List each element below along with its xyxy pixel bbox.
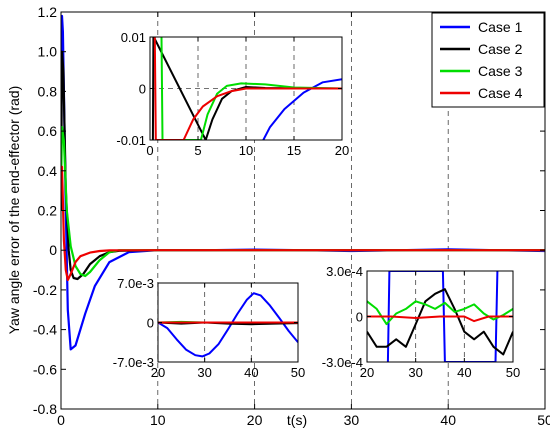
inset_top-y-tick-label: 0.01 [121, 30, 146, 45]
main-y-tick-label: -0.2 [33, 282, 57, 298]
inset_mid-x-tick-label: 20 [151, 365, 165, 380]
inset_top-x-tick-label: 15 [287, 143, 301, 158]
main-x-tick-label: 40 [440, 412, 456, 428]
inset_right-axes: 20 30 40 50 -3.0e-4 0 3.0e-4 [322, 264, 520, 380]
main-y-tick-label: 1.0 [38, 44, 58, 60]
inset_mid-y-tick-label: 0 [147, 316, 154, 331]
inset_right-series-group [367, 271, 513, 362]
inset_mid-series-line-2 [158, 321, 298, 326]
inset_mid-series-group [158, 292, 298, 358]
main-y-tick-label: -0.8 [33, 401, 57, 417]
legend-label-3: Case 3 [478, 63, 523, 79]
inset_top-series-group [151, 37, 342, 140]
inset_mid-y-tick-label: 7.0e-3 [117, 276, 154, 291]
legend-box [431, 12, 545, 108]
inset_right-x-tick-label: 30 [408, 365, 422, 380]
main-y-tick-label: 0.4 [38, 163, 58, 179]
inset_top-x-tick-label: 20 [335, 143, 349, 158]
main-x-tick-label: 50 [537, 412, 550, 428]
legend: Case 1 Case 2 Case 3 Case 4 [431, 12, 545, 108]
inset_right-x-tick-label: 50 [506, 365, 520, 380]
main-series-line-4 [61, 165, 545, 282]
main-y-tick-label: 0.8 [38, 83, 58, 99]
main-y-tick-label: 1.2 [38, 4, 58, 20]
main-y-tick-label: 0.2 [38, 203, 58, 219]
main-y-tick-label: -0.4 [33, 322, 57, 338]
inset_top-y-tick-label: 0 [139, 82, 146, 97]
main-y-tick-label: 0.6 [38, 123, 58, 139]
main-x-tick-label: 30 [344, 412, 360, 428]
legend-label-2: Case 2 [478, 41, 523, 57]
inset_mid-x-tick-label: 50 [291, 365, 305, 380]
inset_mid-axes: 20 30 40 50 -7.0e-3 0 7.0e-3 [113, 276, 305, 380]
main-x-tick-label: 20 [247, 412, 263, 428]
inset_top-series-line-3 [160, 37, 342, 140]
inset_top-x-tick-label: 5 [194, 143, 201, 158]
inset_top-series-line-1 [262, 78, 342, 140]
inset_right-series-line-4 [367, 315, 513, 323]
x-axis-label: t(s) [287, 412, 307, 428]
main-x-tick-label: 0 [57, 412, 65, 428]
inset_right-y-tick-label: 3.0e-4 [326, 264, 363, 279]
main-y-tick-label: 0 [49, 242, 57, 258]
legend-label-4: Case 4 [478, 85, 523, 101]
inset_mid-series-line-1 [158, 292, 298, 358]
inset_right-x-tick-label: 20 [360, 365, 374, 380]
inset_top-x-tick-label: 10 [239, 143, 253, 158]
legend-label-1: Case 1 [478, 19, 523, 35]
inset_right-x-tick-label: 40 [457, 365, 471, 380]
main-x-tick-label: 10 [150, 412, 166, 428]
main-y-tick-label: -0.6 [33, 361, 57, 377]
y-axis-label: Yaw angle error of the end-effector (rad… [6, 86, 22, 335]
inset_mid-y-tick-label: -7.0e-3 [113, 355, 154, 370]
inset_right-y-tick-label: -3.0e-4 [322, 355, 363, 370]
inset_top-series-line-4 [153, 37, 342, 140]
inset_mid-x-tick-label: 30 [197, 365, 211, 380]
inset_top-x-tick-label: 0 [146, 143, 153, 158]
inset_right-series-line-2 [367, 288, 513, 356]
inset_top-y-tick-label: -0.01 [116, 133, 146, 148]
inset_mid-x-tick-label: 40 [244, 365, 258, 380]
inset_right-y-tick-label: 0 [356, 310, 363, 325]
